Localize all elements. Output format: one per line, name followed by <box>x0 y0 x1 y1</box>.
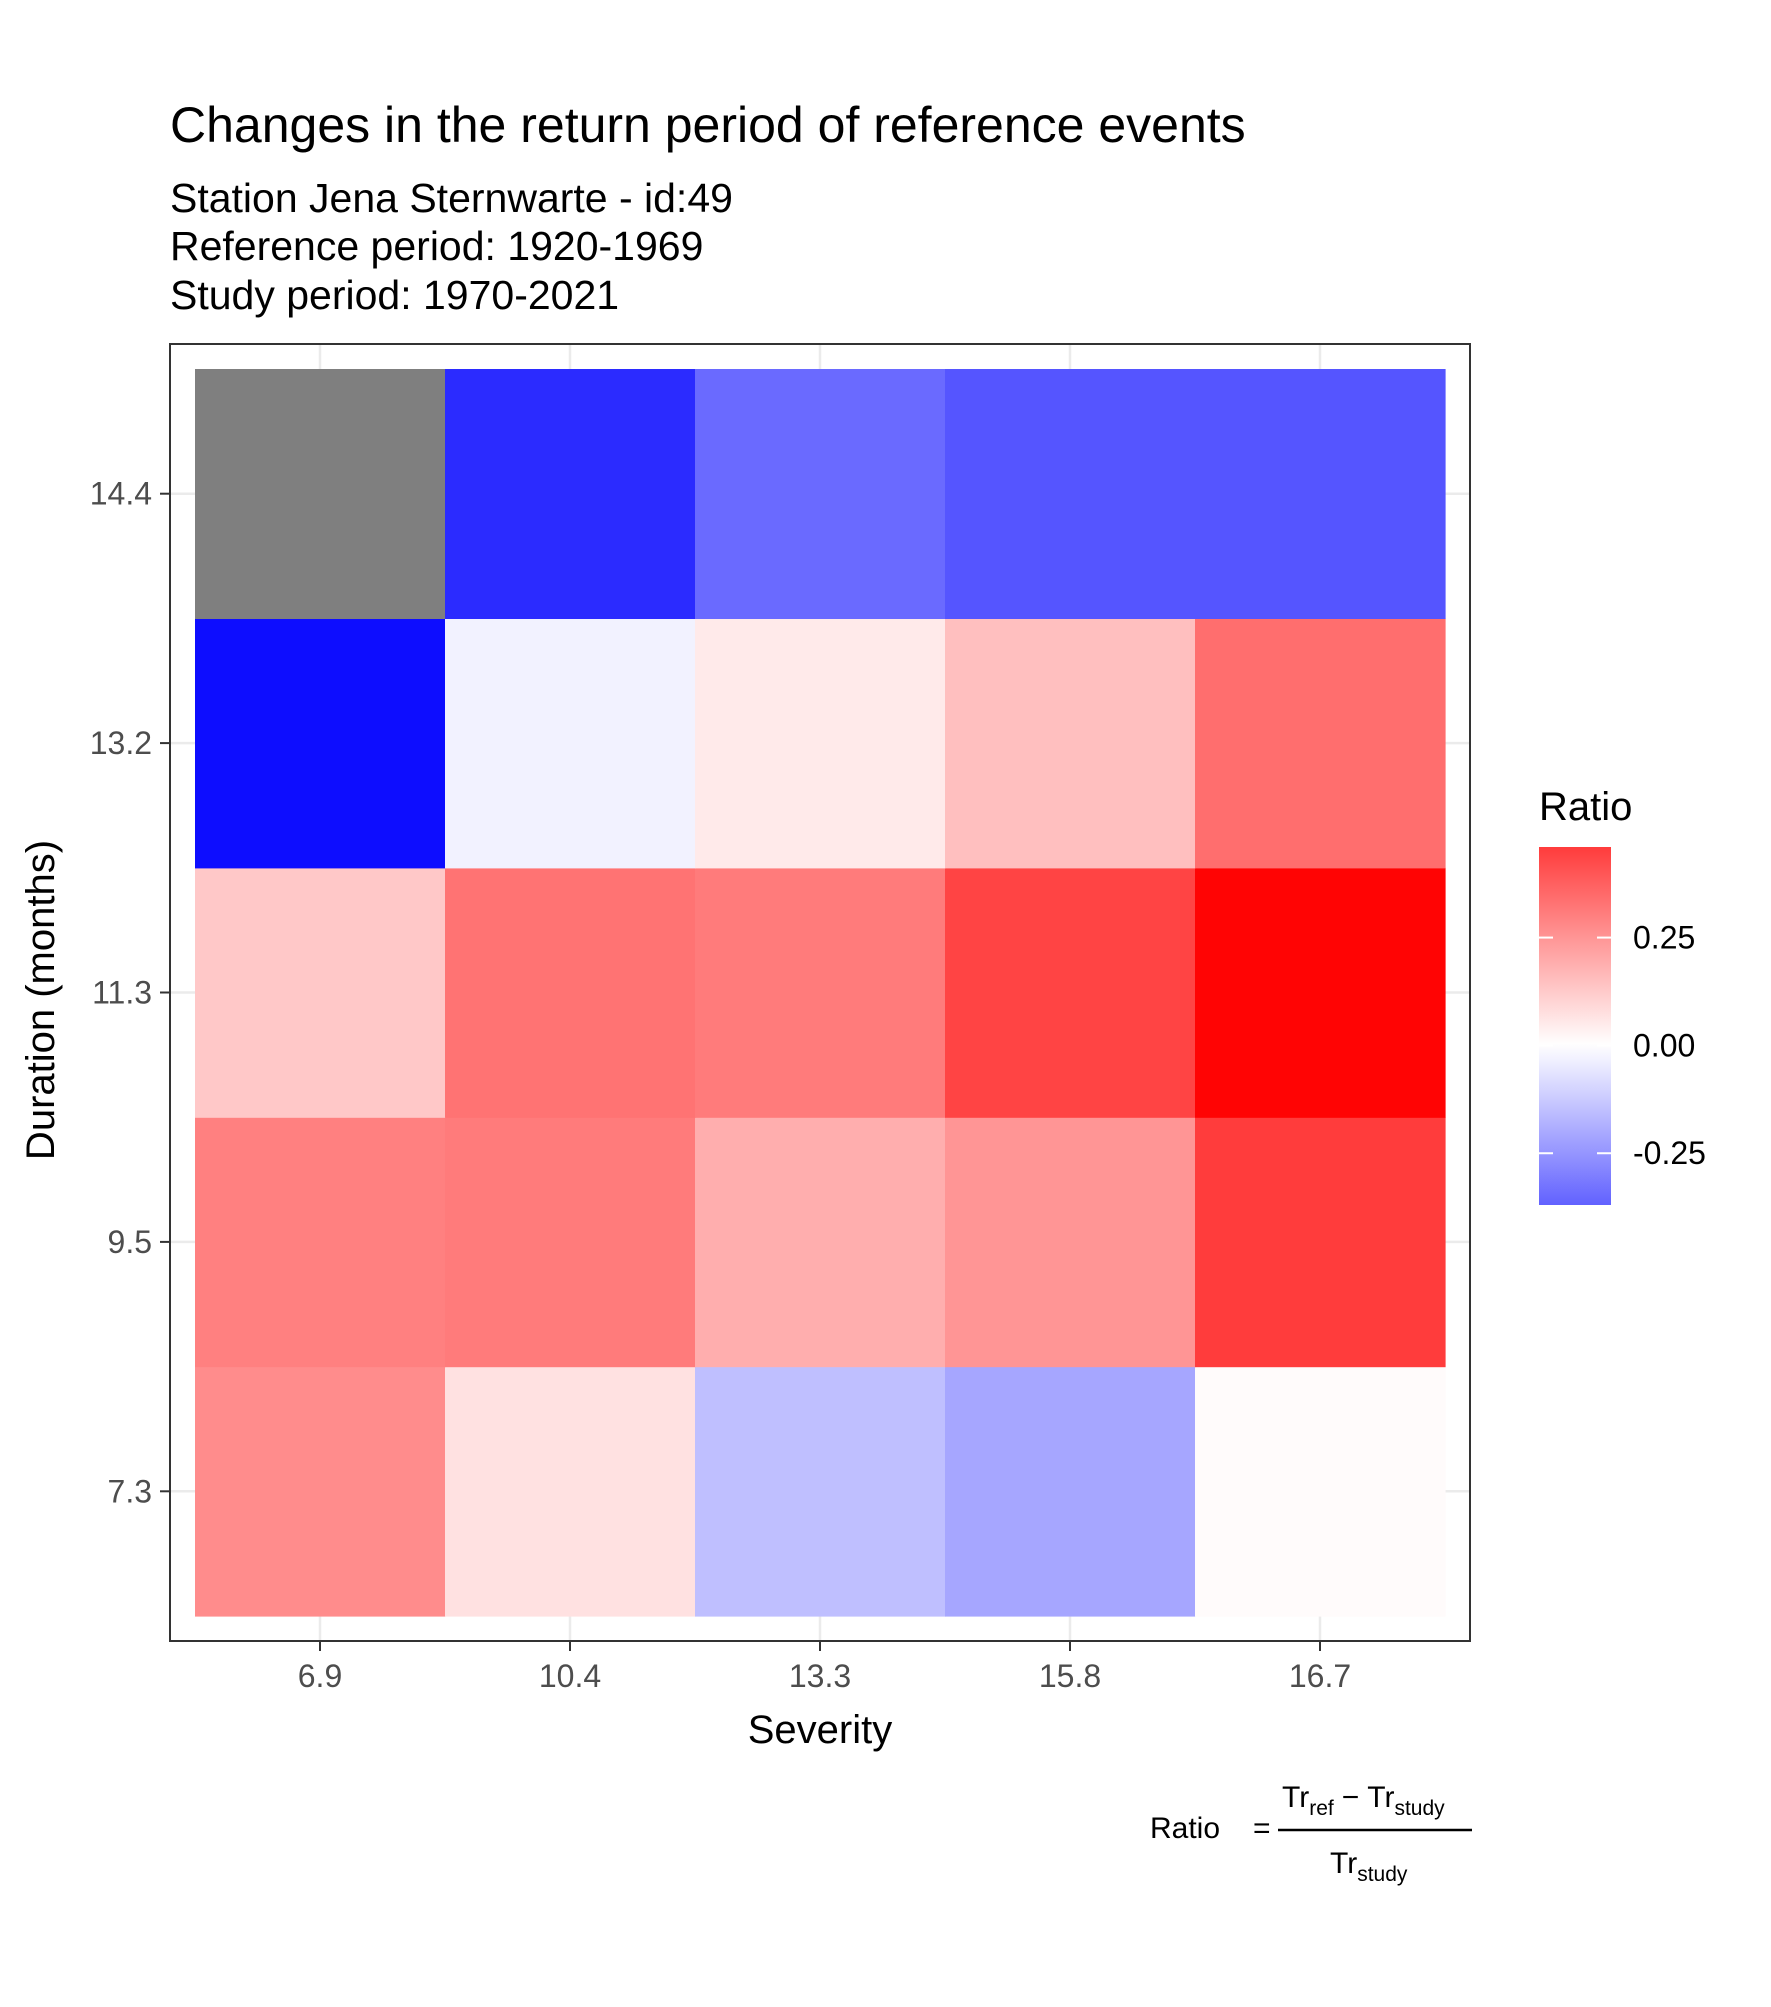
ratio-formula-caption: Ratio = Trref − Trstudy Trstudy <box>1150 1781 1472 1886</box>
formula-num-sub-ref: ref <box>1309 1797 1334 1820</box>
y-axis-title: Duration (months) <box>19 840 63 1160</box>
chart-subtitle-line-1: Station Jena Sternwarte - id:49 <box>170 175 733 221</box>
chart-subtitle-line-3: Study period: 1970-2021 <box>170 272 619 318</box>
heatmap-tile <box>695 1366 946 1617</box>
chart-subtitle-line-2: Reference period: 1920-1969 <box>170 223 703 269</box>
heatmap-tile <box>945 1117 1196 1368</box>
heatmap-tile <box>945 867 1196 1118</box>
legend-tick-label: 0.00 <box>1633 1027 1695 1063</box>
heatmap-tile <box>195 369 446 619</box>
heatmap-tile <box>945 1366 1196 1617</box>
y-tick-label: 7.3 <box>108 1473 152 1509</box>
heatmap-tile <box>445 369 696 619</box>
formula-den-sub: study <box>1357 1863 1408 1886</box>
heatmap-tile <box>1195 1366 1446 1617</box>
formula-lhs: Ratio <box>1150 1812 1220 1845</box>
formula-num-tr-study: Tr <box>1367 1781 1394 1814</box>
heatmap-tile <box>195 1117 446 1368</box>
x-tick-label: 10.4 <box>539 1658 601 1694</box>
heatmap-tile <box>945 618 1196 869</box>
legend-tick-label: -0.25 <box>1633 1135 1706 1171</box>
formula-den-tr: Tr <box>1330 1847 1357 1880</box>
formula-num-minus: − <box>1342 1781 1360 1814</box>
heatmap-tile <box>1195 1117 1446 1368</box>
legend-colorbar <box>1539 847 1611 1205</box>
heatmap-tile <box>195 867 446 1118</box>
heatmap-tile <box>945 369 1196 619</box>
heatmap-tile <box>695 867 946 1118</box>
x-tick-label: 13.3 <box>789 1658 851 1694</box>
formula-num-tr-ref: Tr <box>1282 1781 1309 1814</box>
formula-num-sub-study: study <box>1394 1797 1445 1820</box>
heatmap-tile <box>195 618 446 869</box>
heatmap-tile <box>695 618 946 869</box>
formula-denominator: Trstudy <box>1330 1847 1408 1886</box>
formula-numerator: Trref − Trstudy <box>1282 1781 1445 1820</box>
chart-title: Changes in the return period of referenc… <box>170 97 1246 153</box>
heatmap-tiles <box>195 369 1446 1617</box>
heatmap-tile <box>1195 618 1446 869</box>
heatmap-tile <box>195 1366 446 1617</box>
heatmap-tile <box>445 1366 696 1617</box>
heatmap-tile <box>445 867 696 1118</box>
x-tick-label: 16.7 <box>1289 1658 1351 1694</box>
x-axis-title: Severity <box>748 1708 893 1752</box>
x-tick-label: 6.9 <box>298 1658 342 1694</box>
y-tick-label: 11.3 <box>92 975 152 1011</box>
legend-title: Ratio <box>1539 785 1632 829</box>
heatmap-tile <box>1195 369 1446 619</box>
heatmap-tile <box>445 618 696 869</box>
legend-ticks: 0.25 0.00 -0.25 <box>1539 920 1706 1171</box>
y-tick-label: 13.2 <box>90 725 152 761</box>
y-axis: 7.3 9.5 11.3 13.2 14.4 <box>90 476 170 1509</box>
y-tick-label: 14.4 <box>90 476 152 512</box>
heatmap-tile <box>445 1117 696 1368</box>
formula-equals: = <box>1253 1812 1271 1845</box>
y-tick-label: 9.5 <box>108 1224 152 1260</box>
legend-tick-label: 0.25 <box>1633 920 1695 956</box>
heatmap-tile <box>695 369 946 619</box>
plot-panel <box>169 343 1471 1642</box>
heatmap-tile <box>1195 867 1446 1118</box>
heatmap-tile <box>695 1117 946 1368</box>
color-legend: Ratio 0.25 0.00 -0.25 <box>1539 785 1706 1205</box>
x-axis: 6.9 10.4 13.3 15.8 16.7 <box>298 1641 1351 1694</box>
x-tick-label: 15.8 <box>1039 1658 1101 1694</box>
